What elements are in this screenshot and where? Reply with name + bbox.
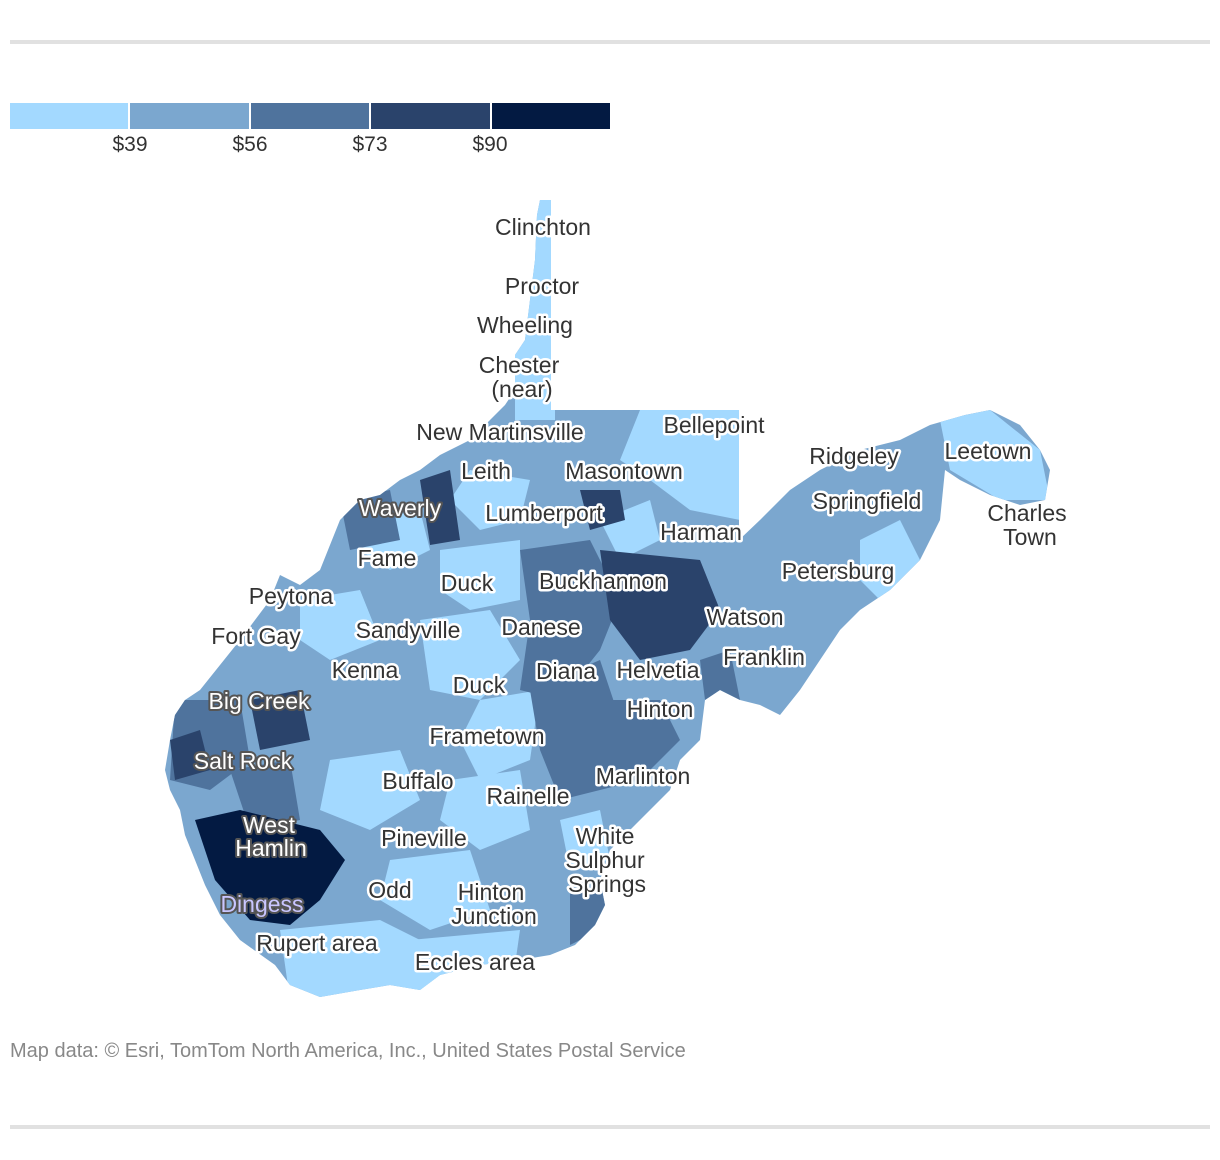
place-hinton-junction-1: Hinton	[458, 879, 524, 905]
legend-tick-39: $39	[112, 133, 148, 156]
place-watson: Watson	[706, 604, 783, 630]
place-white: White	[576, 823, 635, 849]
place-springfield: Springfield	[813, 488, 922, 514]
mid-dark-region	[340, 490, 400, 550]
place-leetown: Leetown	[945, 438, 1032, 464]
place-peytona: Peytona	[249, 583, 334, 609]
place-rupert-area: Rupert area	[256, 930, 378, 956]
legend-swatch-5	[491, 103, 611, 129]
place-helvetia: Helvetia	[616, 657, 699, 683]
bottom-divider	[10, 1125, 1210, 1129]
place-bellepoint: Bellepoint	[663, 412, 765, 438]
place-charles: Charles	[987, 500, 1066, 526]
color-legend: $39 $56 $73 $90	[10, 103, 611, 163]
morgantown-region	[620, 410, 740, 520]
place-buffalo: Buffalo	[382, 768, 453, 794]
place-west-hamlin: Hamlin	[235, 835, 307, 861]
place-fort-gay: Fort Gay	[211, 623, 301, 649]
map-credit: Map data: © Esri, TomTom North America, …	[10, 1040, 686, 1062]
place-salt-rock: Salt Rock	[194, 748, 293, 774]
light-region	[320, 750, 420, 830]
place-big-creek: Big Creek	[209, 688, 310, 714]
place-leith: Leith	[461, 458, 511, 484]
place-clinchton: Clinchton	[495, 214, 591, 240]
legend-ticks: $39 $56 $73 $90	[10, 129, 610, 159]
place-frametown: Frametown	[429, 723, 544, 749]
central-dark-region	[530, 660, 620, 800]
dark-region	[250, 690, 310, 750]
place-eccles-area: Eccles area	[415, 949, 535, 975]
mid-dark-region	[570, 890, 610, 945]
place-petersburg: Petersburg	[782, 558, 895, 584]
central-dark-region	[520, 540, 620, 700]
place-duck-south: Duck	[453, 672, 506, 698]
dark-region	[580, 490, 625, 530]
place-diana: Diana	[536, 658, 596, 684]
light-region	[440, 540, 520, 610]
legend-tick-90: $90	[472, 133, 508, 156]
legend-bar	[10, 103, 611, 129]
dark-region	[600, 550, 720, 660]
place-masontown: Masontown	[565, 458, 683, 484]
light-region	[420, 610, 520, 700]
place-ridgeley: Ridgeley	[809, 443, 899, 469]
place-odd: Odd	[368, 877, 411, 903]
place-west: West	[243, 812, 296, 838]
legend-swatch-4	[371, 103, 492, 129]
place-kenna: Kenna	[332, 657, 399, 683]
mid-dark-region	[600, 700, 680, 790]
dark-region	[420, 470, 460, 545]
place-hinton-junction-2: Junction	[451, 903, 537, 929]
place-franklin: Franklin	[723, 644, 805, 670]
legend-swatch-2	[130, 103, 251, 129]
place-waverly: Waverly	[359, 495, 442, 521]
place-marlinton: Marlinton	[596, 763, 691, 789]
place-new-martinsville: New Martinsville	[416, 419, 583, 445]
mid-dark-region	[700, 650, 740, 700]
place-fame: Fame	[358, 545, 417, 571]
light-region	[300, 590, 380, 660]
place-rainelle: Rainelle	[486, 783, 569, 809]
legend-tick-73: $73	[352, 133, 388, 156]
place-hinton: Hinton	[627, 696, 693, 722]
place-harman: Harman	[660, 519, 742, 545]
light-region	[450, 470, 530, 530]
place-dingess: Dingess	[220, 891, 303, 917]
place-chester: Chester	[479, 352, 560, 378]
light-region	[860, 520, 920, 600]
place-pineville: Pineville	[381, 825, 467, 851]
place-duck-north: Duck	[441, 570, 494, 596]
legend-swatch-1	[10, 103, 131, 129]
place-charles-town: Town	[1003, 524, 1057, 550]
place-sulphur: Sulphur	[565, 847, 645, 873]
light-region	[560, 810, 610, 870]
light-region	[440, 770, 530, 850]
light-region	[280, 920, 440, 997]
legend-swatch-3	[250, 103, 372, 129]
dark-region	[170, 730, 210, 780]
light-region	[380, 850, 490, 930]
place-lumberport: Lumberport	[485, 500, 603, 526]
place-danese: Danese	[501, 614, 580, 640]
place-buckhannon: Buckhannon	[539, 568, 667, 594]
light-region	[460, 690, 540, 780]
place-springs: Springs	[568, 871, 646, 897]
place-wheeling: Wheeling	[477, 312, 573, 338]
place-sandyville: Sandyville	[356, 617, 461, 643]
light-region	[940, 410, 1050, 500]
place-chester-near: (near)	[491, 376, 552, 402]
top-divider	[10, 40, 1210, 44]
darkest-region	[195, 810, 345, 925]
legend-tick-56: $56	[232, 133, 268, 156]
place-proctor: Proctor	[505, 273, 579, 299]
